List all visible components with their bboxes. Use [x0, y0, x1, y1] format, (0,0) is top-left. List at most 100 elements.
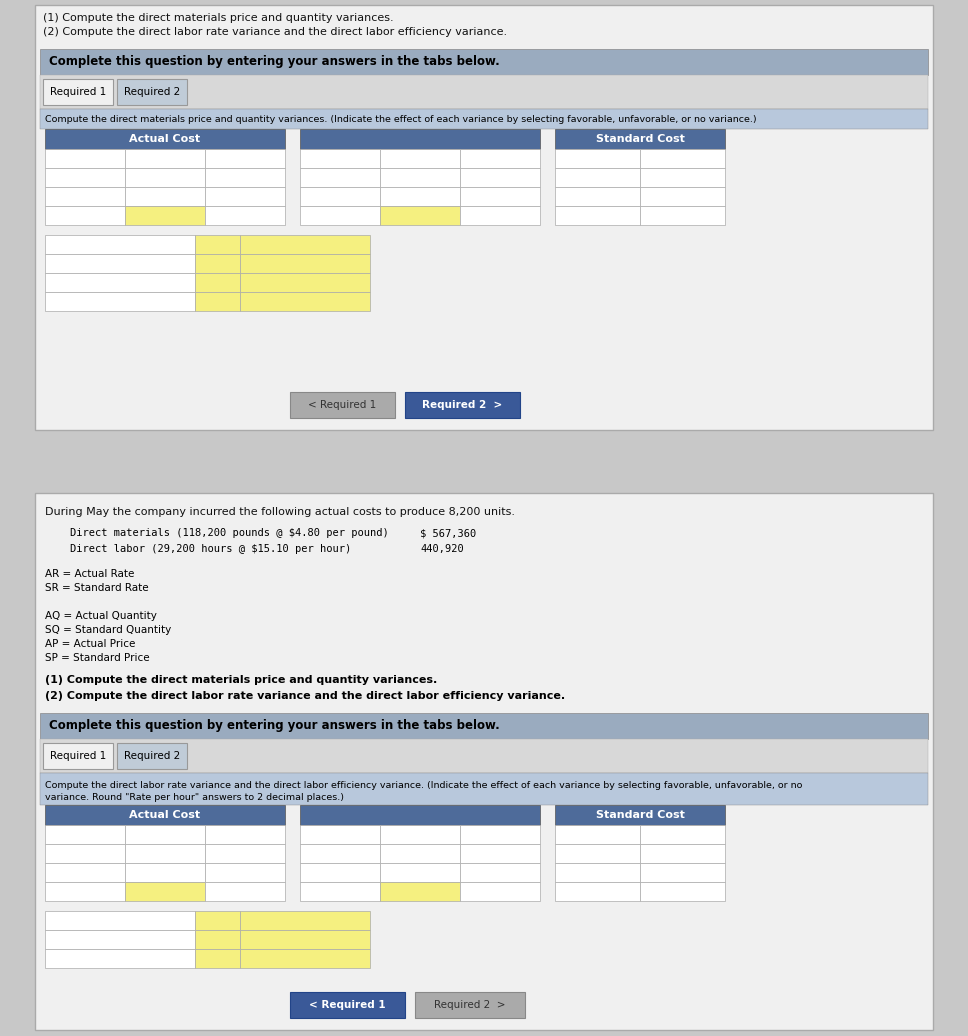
Bar — [45, 130, 285, 149]
Text: Standard Cost: Standard Cost — [595, 810, 684, 821]
Bar — [125, 206, 205, 225]
Bar — [460, 206, 540, 225]
Text: Required 1: Required 1 — [50, 87, 106, 97]
Bar — [460, 149, 540, 168]
Text: AP = Actual Price: AP = Actual Price — [45, 639, 136, 649]
Bar — [195, 235, 240, 254]
Bar — [300, 130, 540, 149]
Bar — [125, 882, 205, 901]
Bar — [125, 825, 205, 844]
Bar — [35, 5, 933, 430]
Text: Compute the direct labor rate variance and the direct labor efficiency variance.: Compute the direct labor rate variance a… — [45, 781, 802, 790]
Bar — [300, 168, 380, 188]
Text: $ 567,360: $ 567,360 — [420, 528, 476, 538]
Bar — [300, 805, 540, 825]
Bar — [555, 130, 725, 149]
Bar — [125, 168, 205, 188]
Text: Actual Cost: Actual Cost — [130, 810, 200, 821]
Bar — [240, 254, 370, 274]
Bar — [640, 168, 725, 188]
Bar — [380, 844, 460, 863]
Bar — [205, 188, 285, 206]
Text: AQ = Actual Quantity: AQ = Actual Quantity — [45, 611, 157, 621]
Bar — [380, 188, 460, 206]
Bar — [45, 882, 125, 901]
Bar — [460, 188, 540, 206]
Bar — [555, 206, 640, 225]
Bar — [300, 882, 380, 901]
Bar — [205, 844, 285, 863]
Bar — [45, 235, 195, 254]
Bar — [45, 254, 195, 274]
Bar — [240, 235, 370, 254]
Bar — [195, 292, 240, 311]
Text: Actual Cost: Actual Cost — [130, 134, 200, 144]
Bar — [45, 825, 125, 844]
Text: During May the company incurred the following actual costs to produce 8,200 unit: During May the company incurred the foll… — [45, 507, 515, 517]
Bar — [460, 882, 540, 901]
Bar — [117, 743, 187, 769]
Bar — [300, 844, 380, 863]
Bar — [45, 168, 125, 188]
Bar — [205, 882, 285, 901]
Bar — [45, 149, 125, 168]
Bar — [45, 930, 195, 949]
Text: (1) Compute the direct materials price and quantity variances.: (1) Compute the direct materials price a… — [45, 675, 438, 685]
Text: AR = Actual Rate: AR = Actual Rate — [45, 569, 135, 579]
Bar — [640, 149, 725, 168]
Bar — [460, 863, 540, 882]
Bar — [640, 863, 725, 882]
Text: (1) Compute the direct materials price and quantity variances.: (1) Compute the direct materials price a… — [43, 13, 394, 23]
Bar — [380, 882, 460, 901]
Bar — [45, 844, 125, 863]
Bar — [460, 844, 540, 863]
Bar — [555, 863, 640, 882]
Bar — [300, 206, 380, 225]
Bar — [240, 949, 370, 968]
Text: Compute the direct materials price and quantity variances. (Indicate the effect : Compute the direct materials price and q… — [45, 115, 757, 123]
Bar — [640, 844, 725, 863]
Text: 440,920: 440,920 — [420, 544, 464, 554]
Bar — [125, 149, 205, 168]
Bar — [300, 188, 380, 206]
Bar — [380, 168, 460, 188]
Bar — [640, 188, 725, 206]
Bar — [205, 149, 285, 168]
Bar — [45, 188, 125, 206]
Bar — [240, 911, 370, 930]
Bar — [300, 149, 380, 168]
Text: Required 2: Required 2 — [124, 87, 180, 97]
Bar — [240, 930, 370, 949]
Bar — [125, 188, 205, 206]
Bar — [555, 805, 725, 825]
Bar — [205, 863, 285, 882]
Bar — [640, 206, 725, 225]
Text: SP = Standard Price: SP = Standard Price — [45, 653, 150, 663]
Bar — [555, 188, 640, 206]
Bar — [45, 292, 195, 311]
Bar — [300, 825, 380, 844]
Bar — [380, 863, 460, 882]
Text: Required 2  >: Required 2 > — [435, 1000, 505, 1010]
Bar — [240, 292, 370, 311]
Bar — [195, 911, 240, 930]
Bar — [45, 911, 195, 930]
Text: Required 1: Required 1 — [50, 751, 106, 761]
Bar — [205, 206, 285, 225]
Bar — [35, 493, 933, 1030]
Bar — [117, 79, 187, 105]
Bar — [460, 825, 540, 844]
Bar — [40, 49, 928, 75]
Bar — [40, 739, 928, 773]
Bar — [290, 392, 395, 418]
Text: Complete this question by entering your answers in the tabs below.: Complete this question by entering your … — [49, 719, 499, 732]
Bar — [405, 392, 520, 418]
Bar — [555, 844, 640, 863]
Bar — [45, 863, 125, 882]
Bar — [40, 773, 928, 805]
Bar — [45, 805, 285, 825]
Bar — [205, 825, 285, 844]
Text: Required 2  >: Required 2 > — [422, 400, 502, 410]
Bar — [45, 206, 125, 225]
Bar — [43, 79, 113, 105]
